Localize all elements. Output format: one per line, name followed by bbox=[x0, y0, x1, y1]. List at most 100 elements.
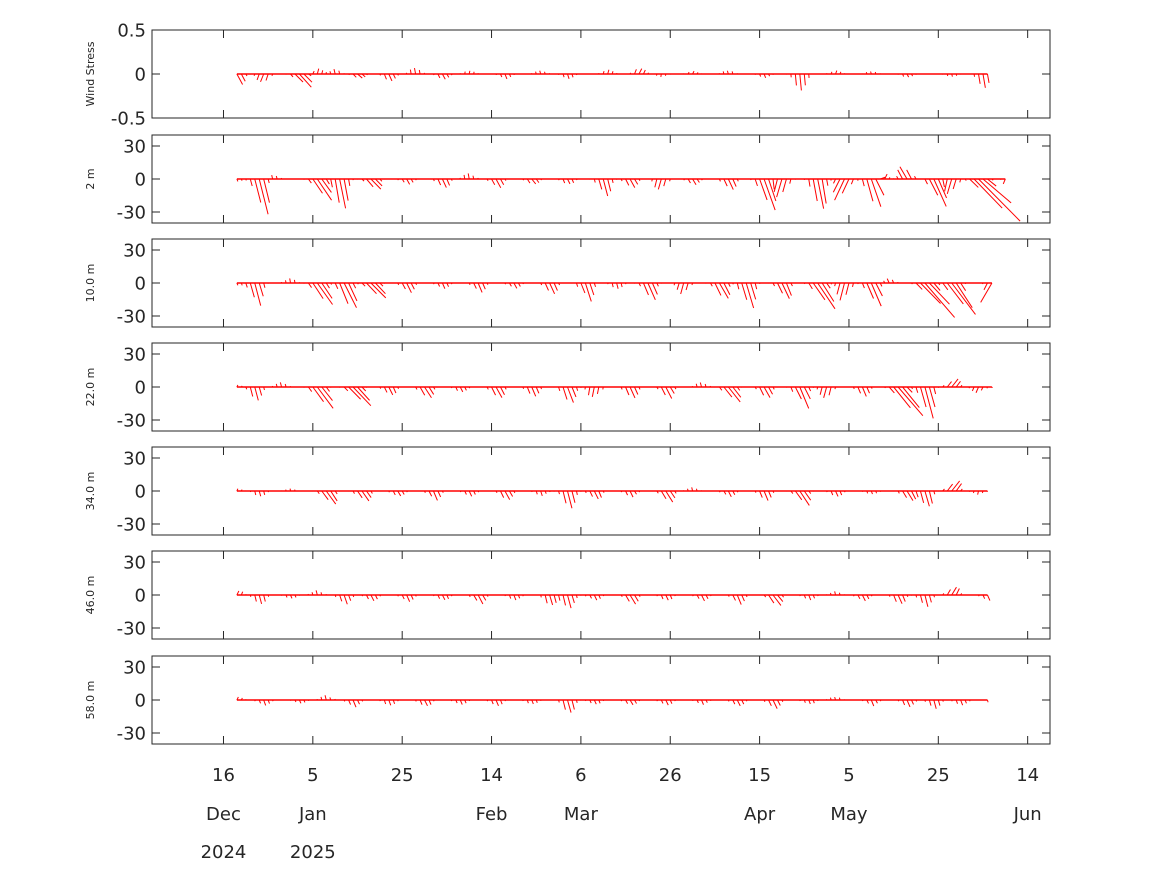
vector-stick bbox=[634, 386, 639, 395]
vector-stick bbox=[777, 699, 781, 706]
vector-stick bbox=[692, 178, 697, 186]
vector-stick bbox=[919, 594, 923, 603]
panel-5: 30 0 -30 34.0 m bbox=[84, 446, 1051, 536]
vector-stick bbox=[567, 490, 573, 509]
vector-stick bbox=[850, 178, 854, 185]
y-tick-label: 30 bbox=[123, 345, 146, 366]
vector-stick bbox=[584, 282, 592, 302]
vector-stick bbox=[826, 282, 831, 289]
vector-stick bbox=[817, 282, 836, 310]
vector-stick bbox=[339, 594, 343, 602]
y-tick-label: 30 bbox=[123, 449, 146, 470]
x-tick-label-month: Apr bbox=[744, 804, 776, 825]
vector-stick bbox=[312, 282, 324, 299]
vector-stick bbox=[772, 594, 782, 606]
panel-2: 30 0 -30 2 m bbox=[84, 134, 1051, 224]
vector-stick bbox=[768, 178, 777, 202]
vector-stick bbox=[776, 178, 783, 198]
y-tick-label: 30 bbox=[123, 553, 146, 574]
vector-stick bbox=[946, 483, 953, 492]
vector-stick bbox=[812, 178, 818, 202]
vector-stick bbox=[540, 490, 543, 497]
vector-stick bbox=[951, 378, 959, 388]
vector-stick bbox=[772, 699, 778, 709]
vector-stick bbox=[732, 594, 736, 601]
vector-stick bbox=[685, 282, 689, 291]
vector-stick bbox=[745, 282, 755, 309]
vector-stick bbox=[727, 178, 734, 190]
vector-stick bbox=[459, 699, 463, 705]
vector-stick bbox=[946, 381, 952, 388]
vector-stick bbox=[343, 282, 357, 308]
vector-stick bbox=[325, 282, 330, 289]
vector-stick bbox=[397, 490, 402, 497]
vector-stick bbox=[759, 178, 768, 201]
vector-stick bbox=[325, 386, 330, 392]
vector-stick bbox=[902, 594, 906, 602]
vector-stick bbox=[736, 282, 740, 290]
vector-stick bbox=[343, 178, 349, 201]
vector-stick bbox=[607, 178, 612, 192]
vector-stick bbox=[933, 386, 937, 395]
y-axis-label: 10.0 m bbox=[84, 264, 97, 303]
vector-stick bbox=[258, 490, 262, 497]
vector-stick bbox=[348, 282, 358, 302]
vector-stick bbox=[866, 386, 870, 394]
vector-stick bbox=[812, 282, 826, 301]
vector-stick bbox=[861, 386, 867, 397]
vector-stick bbox=[504, 490, 511, 500]
vector-stick bbox=[665, 386, 673, 399]
y-tick-label: 0 bbox=[135, 691, 146, 712]
y-axis-label: 22.0 m bbox=[84, 368, 97, 407]
vector-stick bbox=[897, 169, 904, 180]
vector-stick bbox=[803, 386, 811, 400]
vector-stick bbox=[370, 282, 387, 299]
vector-stick bbox=[951, 586, 957, 596]
vector-stick bbox=[714, 282, 722, 296]
vector-stick bbox=[861, 594, 866, 602]
vector-stick bbox=[294, 73, 304, 83]
vector-stick bbox=[781, 282, 790, 299]
vector-stick bbox=[413, 67, 417, 75]
vector-stick bbox=[861, 178, 865, 187]
vector-stick bbox=[897, 386, 924, 417]
vector-stick bbox=[303, 73, 313, 83]
vector-stick bbox=[428, 699, 432, 705]
vector-stick bbox=[263, 282, 266, 288]
vector-stick bbox=[495, 699, 499, 707]
vector-stick bbox=[841, 178, 850, 194]
vector-stick bbox=[571, 386, 577, 398]
vector-stick bbox=[334, 282, 339, 290]
vector-stick bbox=[279, 382, 283, 388]
vector-stick bbox=[836, 282, 841, 295]
vector-stick bbox=[254, 178, 262, 203]
vector-stick bbox=[508, 490, 514, 497]
vector-stick bbox=[348, 178, 351, 186]
vector-stick bbox=[832, 178, 841, 193]
vector-stick bbox=[325, 490, 337, 505]
vector-stick bbox=[571, 699, 575, 710]
vector-stick bbox=[357, 490, 363, 499]
vector-stick bbox=[587, 386, 591, 396]
vector-stick bbox=[866, 282, 874, 299]
vector-stick bbox=[915, 282, 923, 290]
vector-stick bbox=[978, 178, 1021, 222]
vector-stick bbox=[701, 594, 705, 602]
vector-stick bbox=[388, 699, 392, 706]
vector-stick bbox=[960, 699, 964, 706]
vector-stick bbox=[598, 490, 602, 498]
vector-stick bbox=[759, 386, 765, 396]
vector-stick bbox=[629, 386, 636, 399]
vector-stick bbox=[870, 282, 882, 307]
vector-stick bbox=[602, 178, 609, 197]
vector-stick bbox=[669, 490, 676, 499]
vector-stick bbox=[383, 386, 388, 393]
vector-stick bbox=[727, 490, 732, 498]
x-tick-label-day: 15 bbox=[748, 765, 771, 786]
vector-stick bbox=[884, 173, 888, 180]
vector-stick bbox=[333, 68, 336, 75]
panel-6: 30 0 -30 46.0 m bbox=[84, 550, 1051, 640]
vector-stick bbox=[406, 178, 411, 185]
vector-stick bbox=[861, 282, 865, 289]
vector-stick bbox=[625, 178, 630, 186]
